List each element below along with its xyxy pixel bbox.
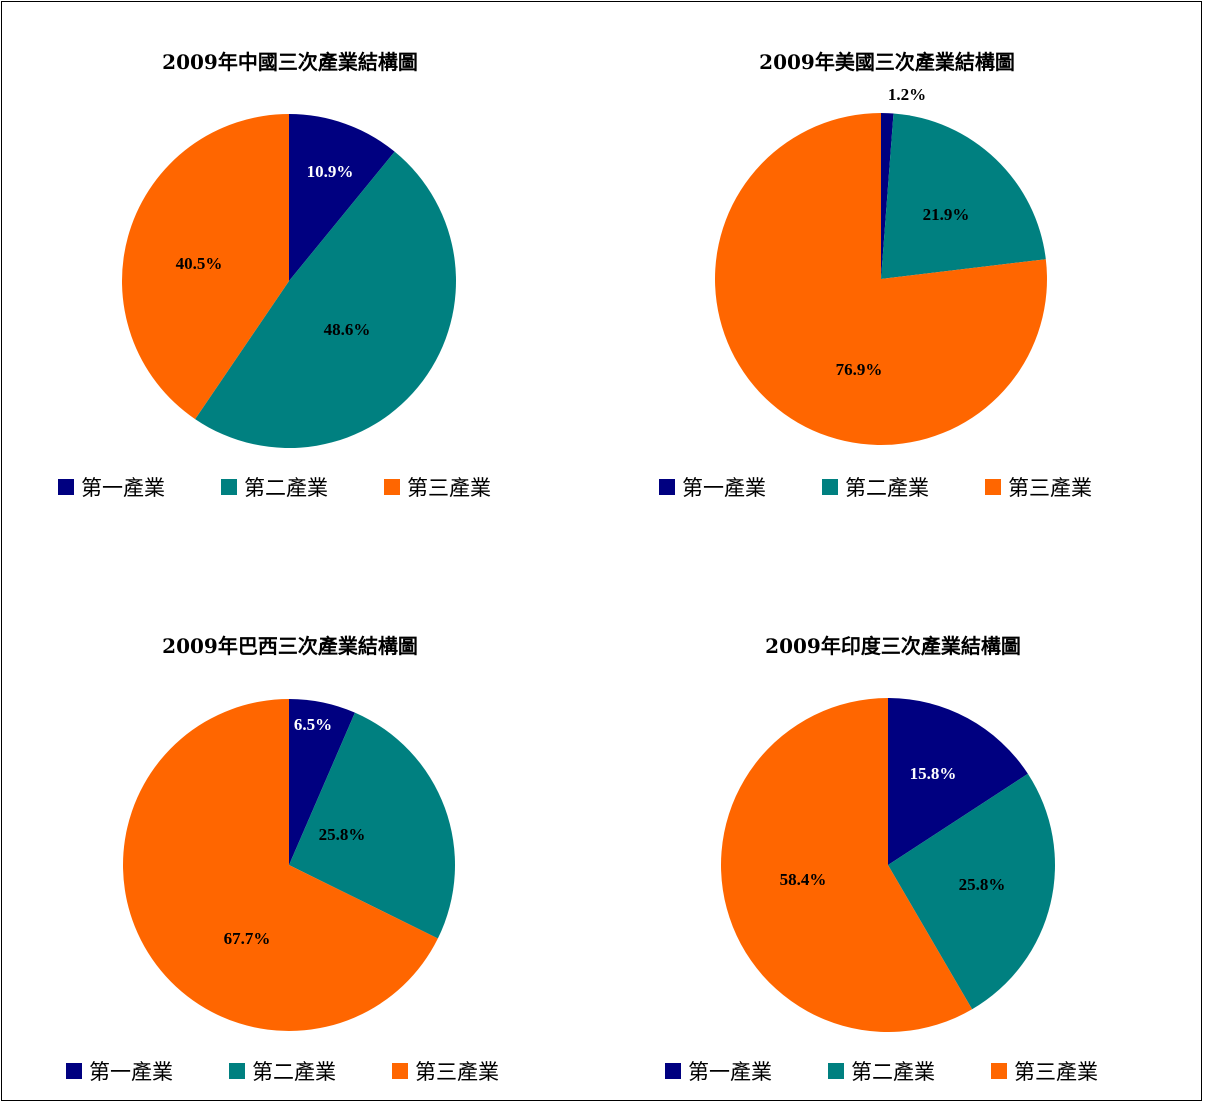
- legend: 第一產業 第二產業 第三產業: [58, 472, 547, 502]
- legend-label: 第二產業: [252, 1060, 336, 1084]
- slice-primary: [289, 114, 395, 281]
- legend-label: 第一產業: [89, 1060, 173, 1084]
- slice-primary: [888, 698, 1028, 865]
- legend-swatch: [985, 479, 1001, 495]
- slice-tertiary: [721, 698, 973, 1032]
- legend-swatch: [66, 1063, 82, 1079]
- legend-item-tertiary: 第三產業: [384, 472, 491, 502]
- data-label-primary: 1.2%: [888, 85, 926, 104]
- pie-svg: 1.2% 21.9% 76.9%: [714, 85, 1047, 446]
- legend-label: 第一產業: [688, 1060, 772, 1084]
- data-label-secondary: 25.8%: [959, 875, 1006, 894]
- pie-chart-usa: 2009年美國三次產業結構圖 1.2% 21.9% 76.9% 第一產業 第二產業 …: [597, 0, 1187, 520]
- legend-item-primary: 第一產業: [665, 1056, 772, 1086]
- legend-item-secondary: 第二產業: [229, 1056, 336, 1086]
- data-label-primary: 15.8%: [910, 764, 957, 783]
- legend-swatch: [384, 479, 400, 495]
- data-label-secondary: 48.6%: [324, 320, 371, 339]
- legend-swatch: [58, 479, 74, 495]
- pie-svg: 15.8% 25.8% 58.4%: [721, 698, 1055, 1032]
- legend-label: 第二產業: [244, 476, 328, 500]
- legend-label: 第三產業: [1008, 476, 1092, 500]
- legend-item-secondary: 第二產業: [221, 472, 328, 502]
- data-label-tertiary: 58.4%: [780, 870, 827, 889]
- pie-chart-brazil: 2009年巴西三次產業結構圖 6.5% 25.8% 67.7% 第一產業 第二產業 …: [0, 584, 590, 1104]
- legend-swatch: [665, 1063, 681, 1079]
- legend-item-primary: 第一產業: [659, 472, 766, 502]
- legend-swatch: [828, 1063, 844, 1079]
- legend-swatch: [392, 1063, 408, 1079]
- slice-secondary: [289, 712, 455, 939]
- legend-item-tertiary: 第三產業: [392, 1056, 499, 1086]
- data-label-tertiary: 40.5%: [176, 254, 223, 273]
- legend-label: 第二產業: [851, 1060, 935, 1084]
- legend-label: 第三產業: [415, 1060, 499, 1084]
- chart-title: 2009年中國三次產業結構圖: [162, 50, 418, 74]
- slice-secondary: [195, 151, 457, 449]
- slice-primary: [289, 699, 355, 865]
- legend-item-tertiary: 第三產業: [991, 1056, 1098, 1086]
- legend-item-tertiary: 第三產業: [985, 472, 1092, 502]
- data-label-secondary: 21.9%: [923, 205, 970, 224]
- data-label-primary: 10.9%: [307, 162, 354, 181]
- legend-label: 第一產業: [81, 476, 165, 500]
- slice-tertiary: [122, 699, 438, 1031]
- legend-swatch: [822, 479, 838, 495]
- slice-tertiary: [121, 114, 289, 420]
- legend: 第一產業 第二產業 第三產業: [66, 1056, 555, 1086]
- legend-swatch: [221, 479, 237, 495]
- chart-title: 2009年巴西三次產業結構圖: [162, 634, 418, 658]
- legend-swatch: [229, 1063, 245, 1079]
- legend-label: 第一產業: [682, 476, 766, 500]
- slice-secondary: [881, 113, 1046, 280]
- legend-label: 第三產業: [1014, 1060, 1098, 1084]
- legend-swatch: [991, 1063, 1007, 1079]
- data-label-tertiary: 67.7%: [224, 929, 271, 948]
- chart-title: 2009年印度三次產業結構圖: [765, 634, 1021, 658]
- legend-item-secondary: 第二產業: [822, 472, 929, 502]
- legend-item-secondary: 第二產業: [828, 1056, 935, 1086]
- legend-item-primary: 第一產業: [58, 472, 165, 502]
- slice-tertiary: [714, 113, 1047, 446]
- legend-item-primary: 第一產業: [66, 1056, 173, 1086]
- chart-title: 2009年美國三次產業結構圖: [759, 50, 1015, 74]
- slice-secondary: [888, 773, 1055, 1010]
- legend: 第一產業 第二產業 第三產業: [665, 1056, 1154, 1086]
- slice-primary: [881, 113, 894, 279]
- pie-svg: 10.9% 48.6% 40.5%: [121, 114, 457, 449]
- data-label-secondary: 25.8%: [319, 825, 366, 844]
- legend-swatch: [659, 479, 675, 495]
- data-label-tertiary: 76.9%: [836, 360, 883, 379]
- pie-svg: 6.5% 25.8% 67.7%: [122, 699, 455, 1031]
- pie-chart-china: 2009年中國三次產業結構圖 10.9% 48.6% 40.5% 第一產業 第二產業…: [0, 0, 590, 520]
- legend-label: 第二產業: [845, 476, 929, 500]
- legend: 第一產業 第二產業 第三產業: [659, 472, 1148, 502]
- data-label-primary: 6.5%: [294, 715, 332, 734]
- legend-label: 第三產業: [407, 476, 491, 500]
- pie-chart-india: 2009年印度三次產業結構圖 15.8% 25.8% 58.4% 第一產業 第二產業…: [597, 584, 1187, 1104]
